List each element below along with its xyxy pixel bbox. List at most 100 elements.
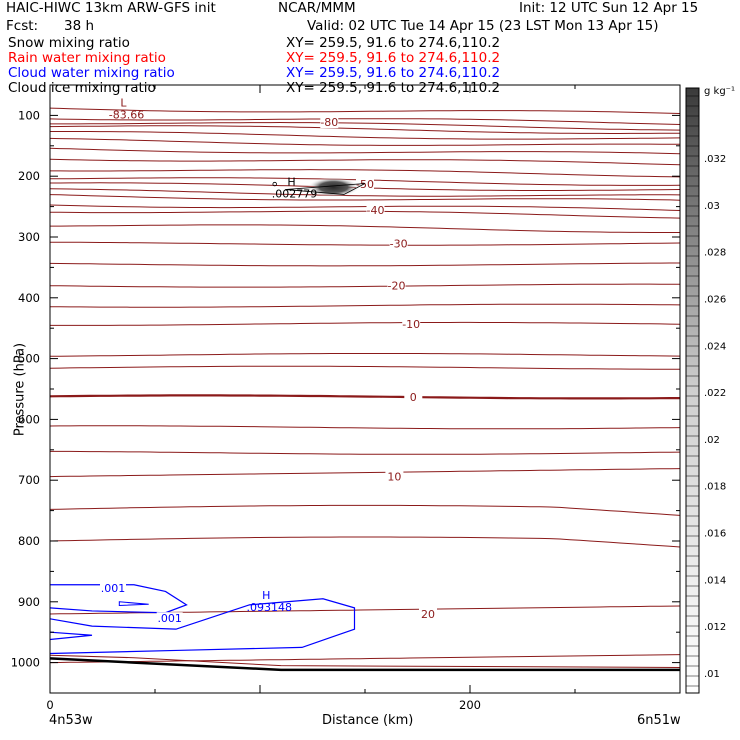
cloud-water-label: .001 <box>157 612 182 625</box>
field-name-cloud-water: Cloud water mixing ratio <box>8 65 175 81</box>
contour-label-bg <box>389 237 408 250</box>
temperature-contour-line <box>49 188 681 197</box>
contour-label: 20 <box>421 608 435 621</box>
contour-label-bg <box>366 204 385 217</box>
colorbar-gradient <box>685 87 700 694</box>
extremum-value: .002779 <box>272 187 318 200</box>
temperature-contour-line <box>49 425 681 430</box>
fcst-label: Fcst: <box>6 18 39 34</box>
temperature-contour-line <box>49 536 681 548</box>
plot-frame <box>49 84 681 694</box>
temperature-contour-line <box>50 321 681 326</box>
contour-label-bg <box>419 607 437 620</box>
cloud-water-label-bg <box>100 581 126 594</box>
colorbar-label: .016 <box>704 529 726 540</box>
contour-label: -20 <box>388 280 406 293</box>
colorbar-unit: g kg⁻¹ <box>704 86 735 97</box>
y-tick-label: 700 <box>18 473 40 487</box>
field-name-cloud-ice: Cloud ice mixing ratio <box>8 80 156 96</box>
contour-label-bg <box>402 317 421 330</box>
temperature-contour-line <box>50 131 681 140</box>
contour-label-bg <box>356 178 374 191</box>
temperature-contour-line <box>49 125 680 134</box>
colorbar-label: .028 <box>704 248 726 259</box>
y-tick-label: 900 <box>18 595 40 609</box>
temperature-contour-line <box>49 365 680 370</box>
temperature-contour-line <box>49 262 680 267</box>
init-time: Init: 12 UTC Sun 12 Apr 15 <box>519 0 699 16</box>
cloud-water-contour <box>49 631 93 641</box>
temperature-contour-line <box>49 283 680 288</box>
model-title: HAIC-HIWC 13km ARW-GFS init <box>6 0 216 16</box>
temperature-contour-line <box>50 224 680 233</box>
contour-label: -50 <box>356 178 374 191</box>
field-name-rain: Rain water mixing ratio <box>8 50 166 66</box>
x-endpoint-right: 6n51w <box>637 713 681 728</box>
y-axis-title: Pressure (hPa) <box>12 342 28 437</box>
field-name-snow: Snow mixing ratio <box>8 35 130 51</box>
temperature-contour-line <box>49 303 681 308</box>
surface-contour-line <box>49 654 681 668</box>
y-tick-label: 400 <box>18 291 40 305</box>
contour-label: -80 <box>320 116 338 129</box>
colorbar-label: .02 <box>704 435 720 446</box>
org-label: NCAR/MMM <box>278 0 356 16</box>
terrain-surface-line <box>49 657 680 672</box>
colorbar-label: .014 <box>704 575 726 586</box>
extremum-value: .093148 <box>247 601 293 614</box>
temperature-contour-line <box>49 394 680 400</box>
cloud-water-contour <box>49 598 356 655</box>
temperature-contour-line <box>49 194 681 201</box>
y-tick-label: 500 <box>18 352 40 366</box>
temperature-contour-line <box>49 504 681 516</box>
contour-label: -10 <box>402 318 420 331</box>
extremum-h-marker: H <box>287 175 295 188</box>
x-tick-label: 200 <box>459 698 481 712</box>
colorbar-label: .024 <box>704 341 726 352</box>
x-endpoint-left: 4n53w <box>49 713 93 728</box>
y-tick-label: 300 <box>18 230 40 244</box>
y-tick-label: 100 <box>18 108 40 122</box>
temperature-contour-line <box>49 107 681 114</box>
contour-label-bg <box>404 390 423 403</box>
temperature-contour-line <box>50 169 681 178</box>
extremum-h-marker: H <box>262 589 270 602</box>
colorbar-label: .018 <box>704 482 726 493</box>
cloud-water-label: .001 <box>101 582 126 595</box>
temperature-contour-line <box>49 654 681 664</box>
extremum-l-marker: L <box>120 96 127 109</box>
temperature-contours: -80 -50 -40 -30 -20 -10 0 10 20 <box>49 107 681 664</box>
y-tick-label: 800 <box>18 534 40 548</box>
extremum-value: -83.66 <box>109 108 144 121</box>
contour-label: 10 <box>387 471 401 484</box>
x-tick-label: 0 <box>46 698 53 712</box>
field-xy-snow: XY= 259.5, 91.6 to 274.6,110.2 <box>286 35 501 51</box>
contour-label: -40 <box>367 204 385 217</box>
field-xy-rain: XY= 259.5, 91.6 to 274.6,110.2 <box>286 50 501 66</box>
colorbar-label: .012 <box>704 622 726 633</box>
y-tick-label: 1000 <box>11 656 40 670</box>
cloud-water-label-bg <box>156 612 183 625</box>
contour-label-bg <box>387 279 406 292</box>
temperature-contour-line <box>50 353 681 357</box>
colorbar-label: .01 <box>704 669 720 680</box>
field-xy-cloud-water: XY= 259.5, 91.6 to 274.6,110.2 <box>286 65 501 81</box>
temperature-contour-line <box>49 158 681 166</box>
temperature-contour-line <box>49 204 681 211</box>
cloud-ice-small-contour <box>272 181 277 187</box>
cloud-water-inner-contour <box>118 601 149 606</box>
y-tick-label: 200 <box>18 169 40 183</box>
contour-label: -30 <box>390 238 408 251</box>
fcst-value: 38 h <box>64 18 95 34</box>
colorbar: .01 .012 .014 .016 .018 .02 .022 .024 .026 .028 .0… <box>685 87 726 694</box>
temperature-contour-line <box>50 121 681 131</box>
cloud-water-contour <box>49 584 188 614</box>
contour-label: 0 <box>410 391 417 404</box>
contour-label-bg <box>320 116 339 129</box>
temperature-contour-line <box>49 137 681 146</box>
colorbar-label: .022 <box>704 388 726 399</box>
temperature-contour-line <box>49 468 681 478</box>
temperature-contour-line <box>50 241 681 246</box>
